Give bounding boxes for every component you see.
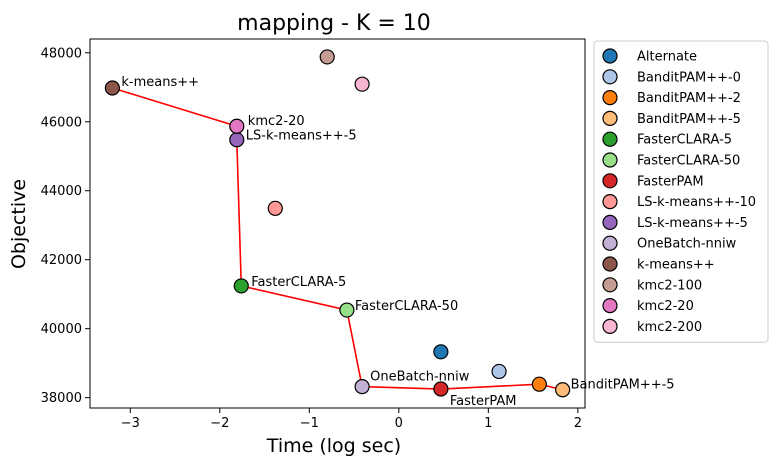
annotation-ls-k-means-5: LS-k-means++-5	[246, 129, 357, 144]
legend-marker-kmc2-200	[602, 318, 618, 334]
point-ls-k-means-10	[267, 200, 283, 216]
legend-label-banditpam-0: BanditPAM++-0	[637, 70, 741, 85]
point-fasterclara-50	[339, 302, 355, 318]
x-tick-label: 1	[484, 416, 492, 431]
legend-label-kmc2-100: kmc2-100	[637, 278, 702, 293]
legend: Alternate BanditPAM++-0 BanditPAM++-2 Bandi…	[593, 40, 769, 343]
legend-label-kmc2-20: kmc2-20	[637, 299, 694, 314]
chart-title: mapping - K = 10	[237, 11, 431, 36]
point-onebatch-nniw	[354, 379, 370, 395]
legend-marker-ls-k-means-5	[602, 214, 618, 230]
point-banditpam-2	[531, 376, 547, 392]
x-tick-label: 0	[395, 416, 403, 431]
y-tick-label: 44000	[41, 184, 82, 199]
y-tick-label: 48000	[41, 46, 82, 61]
annotation-fasterpam: FasterPAM	[450, 394, 517, 409]
legend-marker-kmc2-100	[602, 277, 618, 293]
legend-marker-banditpam-5	[602, 110, 618, 127]
annotation-kmc2-20: kmc2-20	[248, 114, 305, 129]
x-tick-label: −2	[210, 416, 229, 431]
y-tick-label: 38000	[41, 391, 82, 406]
x-tick-label: −3	[121, 416, 140, 431]
point-k-means	[104, 80, 120, 96]
point-fasterpam	[433, 381, 449, 397]
point-banditpam-5	[555, 382, 571, 398]
point-kmc2-200	[354, 76, 370, 92]
legend-label-alternate: Alternate	[637, 50, 697, 65]
legend-label-ls-k-means-5: LS-k-means++-5	[637, 216, 748, 231]
point-fasterclara-5	[233, 278, 249, 294]
legend-label-banditpam-2: BanditPAM++-2	[637, 91, 741, 106]
point-kmc2-100	[319, 49, 335, 65]
legend-frame	[593, 40, 769, 343]
legend-label-fasterpam: FasterPAM	[637, 174, 704, 189]
point-kmc2-20	[229, 118, 245, 134]
annotation-banditpam-5: BanditPAM++-5	[571, 378, 675, 393]
legend-marker-k-means	[602, 256, 618, 272]
annotation-onebatch-nniw: OneBatch-nniw	[370, 370, 470, 385]
legend-marker-alternate	[602, 48, 618, 64]
legend-label-banditpam-5: BanditPAM++-5	[637, 112, 741, 127]
legend-marker-banditpam-0	[602, 69, 618, 85]
axes-frame	[89, 38, 586, 409]
legend-label-fasterclara-5: FasterCLARA-5	[637, 133, 732, 148]
annotation-fasterclara-50: FasterCLARA-50	[355, 299, 458, 314]
point-banditpam-0	[491, 363, 507, 380]
legend-marker-banditpam-2	[602, 89, 618, 106]
legend-marker-onebatch-nniw	[602, 235, 618, 251]
legend-marker-kmc2-20	[602, 298, 618, 314]
annotation-fasterclara-5: FasterCLARA-5	[251, 275, 346, 290]
legend-label-fasterclara-50: FasterCLARA-50	[637, 154, 740, 169]
legend-marker-fasterclara-50	[602, 152, 618, 168]
y-tick-label: 40000	[41, 322, 82, 337]
x-tick-label: −1	[300, 416, 319, 431]
legend-label-k-means: k-means++	[637, 258, 715, 273]
legend-label-onebatch-nniw: OneBatch-nniw	[637, 237, 737, 252]
legend-marker-ls-k-means-10	[602, 194, 618, 210]
x-axis-label: Time (log sec)	[266, 435, 401, 457]
point-ls-k-means-5	[229, 132, 245, 148]
y-axis-label: Objective	[8, 179, 30, 269]
annotation-k-means: k-means++	[121, 75, 199, 90]
legend-marker-fasterclara-5	[602, 131, 618, 147]
y-tick-label: 46000	[41, 115, 82, 130]
point-alternate	[433, 344, 449, 360]
legend-label-ls-k-means-10: LS-k-means++-10	[637, 195, 756, 210]
legend-label-kmc2-200: kmc2-200	[637, 320, 702, 335]
y-tick-label: 42000	[41, 253, 82, 268]
legend-marker-fasterpam	[602, 173, 618, 189]
plot-area: −3 −2 −1 0 1 2 38000 40000 42000 44000 46000 48000 B…	[41, 38, 675, 431]
x-tick-label: 2	[574, 416, 582, 431]
